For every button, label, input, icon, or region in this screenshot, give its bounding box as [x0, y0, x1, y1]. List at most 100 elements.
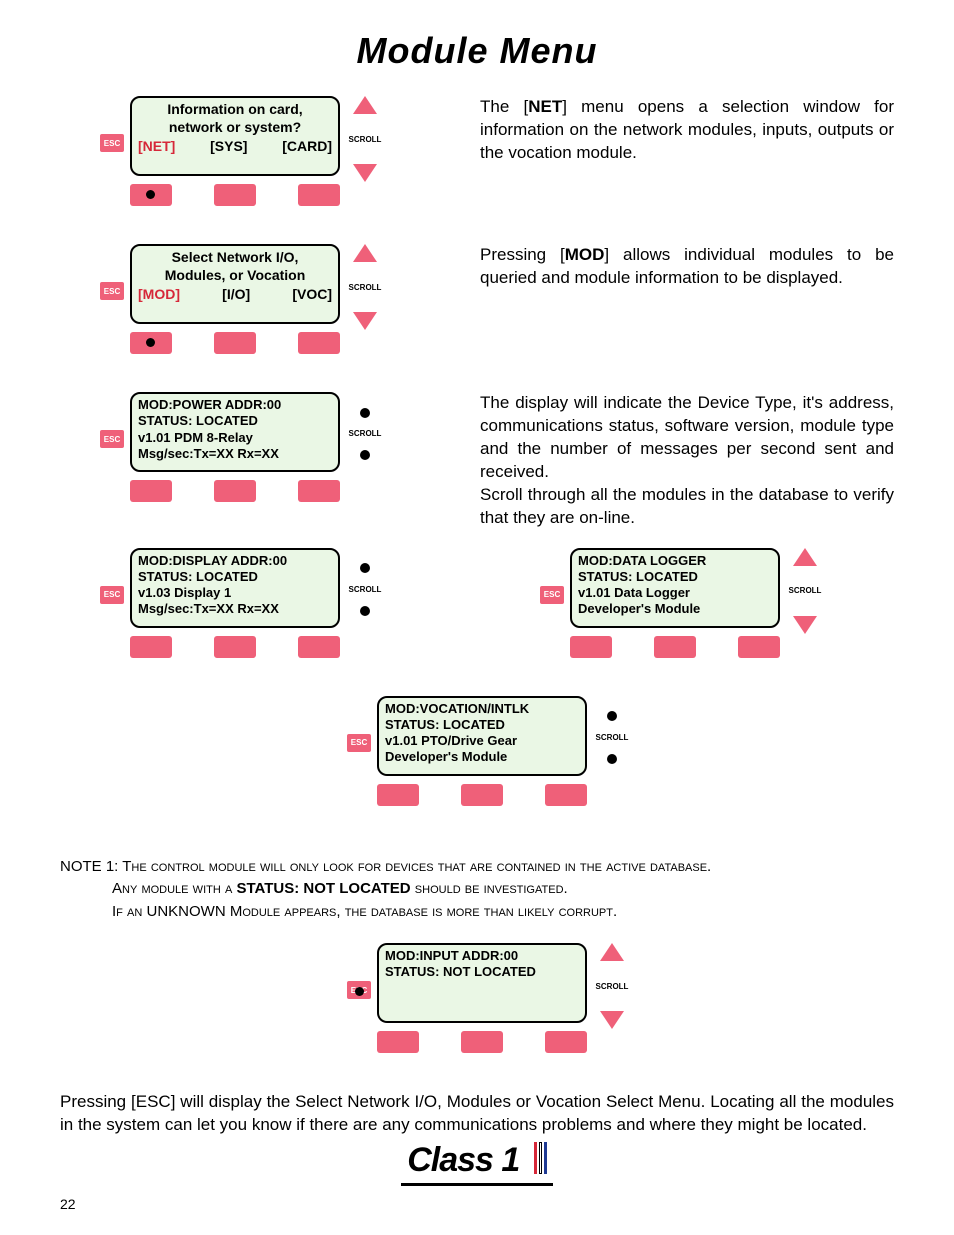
- scroll-label: SCROLL: [349, 135, 382, 144]
- dot-icon: [360, 563, 370, 573]
- side-dots: SCROLL: [595, 706, 629, 770]
- note-l1: The control module will only look for de…: [122, 858, 711, 875]
- line2: STATUS: LOCATED: [138, 569, 332, 585]
- dot-icon: [360, 450, 370, 460]
- scroll-label: SCROLL: [596, 733, 629, 742]
- line3: v1.01 PTO/Drive Gear: [385, 733, 579, 749]
- scroll-down-icon[interactable]: [600, 1011, 624, 1029]
- opt-mod[interactable]: [MOD]: [138, 286, 180, 304]
- scroll-down-icon[interactable]: [353, 164, 377, 182]
- opt-io[interactable]: [I/O]: [222, 286, 250, 304]
- softkey-2[interactable]: [214, 332, 256, 354]
- dot-icon: [607, 754, 617, 764]
- prompt-line1: Select Network I/O,: [138, 249, 332, 267]
- softkey-3[interactable]: [298, 184, 340, 206]
- softkey-3[interactable]: [545, 784, 587, 806]
- logo-row: Class 1: [60, 1141, 894, 1186]
- scroll-column: SCROLL: [595, 943, 629, 1029]
- opt-sys[interactable]: [SYS]: [210, 138, 247, 156]
- device-net: Information on card, network or system? …: [100, 96, 360, 226]
- scroll-down-icon[interactable]: [353, 312, 377, 330]
- page-title: Module Menu: [60, 30, 894, 72]
- dot-icon: [360, 408, 370, 418]
- softkey-2[interactable]: [654, 636, 696, 658]
- softkey-3[interactable]: [298, 636, 340, 658]
- softkey-1[interactable]: [377, 784, 419, 806]
- side-dots: SCROLL: [348, 558, 382, 622]
- row-net: Information on card, network or system? …: [100, 96, 894, 226]
- device-power: MOD:POWER ADDR:00 STATUS: LOCATED v1.01 …: [100, 392, 360, 522]
- bottom-buttons: [130, 480, 340, 502]
- line1: MOD:POWER ADDR:00: [138, 397, 332, 413]
- line1: MOD:DISPLAY ADDR:00: [138, 553, 332, 569]
- note-l2b: STATUS: NOT LOCATED: [236, 880, 410, 897]
- softkey-2[interactable]: [461, 1031, 503, 1053]
- note-prefix: NOTE 1:: [60, 858, 122, 875]
- line4: Msg/sec:Tx=XX Rx=XX: [138, 446, 332, 462]
- scroll-up-icon[interactable]: [600, 943, 624, 961]
- opt-net[interactable]: [NET]: [138, 138, 175, 156]
- bottom-buttons: [570, 636, 780, 658]
- esc-button[interactable]: ESC: [347, 734, 371, 752]
- softkey-2[interactable]: [461, 784, 503, 806]
- esc-button[interactable]: ESC: [100, 430, 124, 448]
- softkey-1[interactable]: [377, 1031, 419, 1053]
- prompt-line2: network or system?: [138, 119, 332, 137]
- line1: MOD:INPUT ADDR:00: [385, 948, 579, 964]
- scroll-up-icon[interactable]: [353, 244, 377, 262]
- note-l2a: Any module with a: [112, 880, 236, 897]
- line1: MOD:VOCATION/INTLK: [385, 701, 579, 717]
- stripe-3: [544, 1142, 547, 1174]
- softkey-1[interactable]: [130, 480, 172, 502]
- softkey-3[interactable]: [545, 1031, 587, 1053]
- prompt-line2: Modules, or Vocation: [138, 267, 332, 285]
- logo-stripes-icon: [532, 1142, 547, 1183]
- line4: Developer's Module: [385, 749, 579, 765]
- bottom-buttons: [377, 1031, 587, 1053]
- esc-button[interactable]: ESC: [100, 282, 124, 300]
- logo-text: Class 1: [407, 1141, 519, 1179]
- dot-icon: [360, 606, 370, 616]
- esc-button[interactable]: ESC: [540, 586, 564, 604]
- softkey-3[interactable]: [738, 636, 780, 658]
- bottom-para: Pressing [ESC] will display the Select N…: [60, 1091, 894, 1137]
- bottom-buttons: [130, 636, 340, 658]
- scroll-up-icon[interactable]: [793, 548, 817, 566]
- line2: STATUS: NOT LOCATED: [385, 964, 579, 980]
- softkey-3[interactable]: [298, 480, 340, 502]
- note-l2c: should be investigated.: [411, 880, 568, 897]
- line1: MOD:DATA LOGGER: [578, 553, 772, 569]
- softkey-2[interactable]: [214, 184, 256, 206]
- line2: STATUS: LOCATED: [138, 413, 332, 429]
- line4: Developer's Module: [578, 601, 772, 617]
- screen: Information on card, network or system? …: [130, 96, 340, 176]
- scroll-down-icon[interactable]: [793, 616, 817, 634]
- indicator-dot: [146, 338, 155, 347]
- softkey-2[interactable]: [214, 480, 256, 502]
- screen: MOD:POWER ADDR:00 STATUS: LOCATED v1.01 …: [130, 392, 340, 472]
- scroll-column: SCROLL: [348, 244, 382, 330]
- esc-button[interactable]: ESC: [100, 586, 124, 604]
- scroll-up-icon[interactable]: [353, 96, 377, 114]
- line3: v1.01 Data Logger: [578, 585, 772, 601]
- esc-button[interactable]: ESC: [100, 134, 124, 152]
- bottom-buttons: [377, 784, 587, 806]
- para-net: The [NET] menu opens a selection window …: [480, 96, 894, 165]
- side-dots: SCROLL: [348, 402, 382, 466]
- screen: Select Network I/O, Modules, or Vocation…: [130, 244, 340, 324]
- line3: v1.01 PDM 8-Relay: [138, 430, 332, 446]
- device-datalogger: MOD:DATA LOGGER STATUS: LOCATED v1.01 Da…: [540, 548, 800, 678]
- softkey-1[interactable]: [130, 636, 172, 658]
- bottom-buttons: [130, 332, 340, 354]
- opt-card[interactable]: [CARD]: [282, 138, 332, 156]
- softkey-1[interactable]: [570, 636, 612, 658]
- softkey-2[interactable]: [214, 636, 256, 658]
- softkey-3[interactable]: [298, 332, 340, 354]
- scroll-label: SCROLL: [349, 585, 382, 594]
- scroll-label: SCROLL: [596, 982, 629, 991]
- scroll-label: SCROLL: [349, 283, 382, 292]
- opt-voc[interactable]: [VOC]: [292, 286, 332, 304]
- stripe-2: [539, 1142, 542, 1174]
- scroll-label: SCROLL: [349, 429, 382, 438]
- note-block: NOTE 1: The control module will only loo…: [60, 856, 894, 924]
